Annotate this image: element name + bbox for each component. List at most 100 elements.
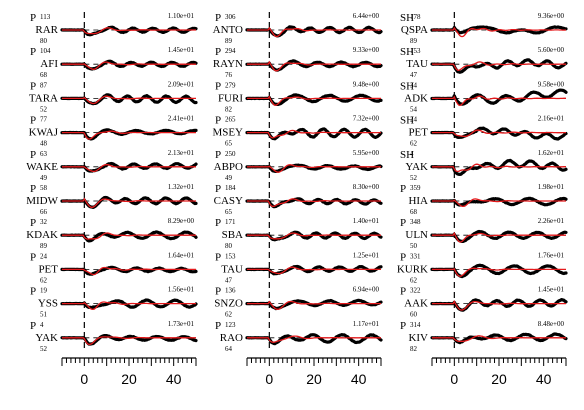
- synthetic-waveform: [62, 61, 196, 70]
- trace-distance: 76: [225, 71, 233, 79]
- trace-azimuth: 171: [225, 218, 236, 226]
- trace-phase-label: SH: [400, 149, 414, 161]
- trace-station-label: KWAJ: [29, 127, 59, 139]
- trace-azimuth: 153: [225, 252, 236, 260]
- trace-distance: 49: [225, 174, 233, 182]
- trace-amplitude: 1.40e+01: [353, 217, 380, 225]
- trace-amplitude: 9.48e+00: [353, 80, 380, 88]
- trace-station-label: RAR: [35, 24, 58, 36]
- observed-waveform: [245, 230, 383, 242]
- trace-amplitude: 6.94e+00: [353, 286, 380, 294]
- trace-phase-label: P: [30, 251, 36, 263]
- synthetic-waveform: [247, 300, 381, 310]
- trace-distance: 49: [40, 174, 48, 182]
- trace-amplitude: 2.16e+01: [538, 115, 565, 123]
- trace-phase-label: SH: [400, 46, 414, 58]
- trace-phase-label: SH: [400, 115, 414, 127]
- observed-waveform: [430, 263, 568, 279]
- trace-phase-label: P: [215, 12, 221, 24]
- synthetic-waveform: [432, 231, 566, 243]
- trace-distance: 64: [225, 345, 233, 353]
- observed-waveform: [60, 25, 198, 37]
- x-tick-label: 0: [265, 371, 273, 387]
- synthetic-waveform: [62, 95, 196, 105]
- x-tick-label: 20: [121, 371, 137, 387]
- trace-station-label: WAKE: [26, 161, 58, 173]
- trace-phase-label: P: [215, 320, 221, 332]
- trace-azimuth: 24: [40, 252, 48, 260]
- trace-amplitude: 1.73e+01: [168, 320, 195, 328]
- trace-station-label: YAK: [35, 332, 58, 344]
- observed-waveform: [245, 59, 383, 72]
- trace-amplitude: 2.26e+01: [538, 217, 565, 225]
- trace-azimuth: 184: [225, 184, 236, 192]
- observed-waveform: [430, 58, 568, 74]
- trace-amplitude: 8.29e+00: [168, 217, 195, 225]
- trace-amplitude: 9.58e+00: [538, 80, 565, 88]
- trace-distance: 48: [40, 140, 48, 148]
- synthetic-waveform: [62, 266, 196, 276]
- synthetic-waveform: [432, 335, 566, 343]
- trace-distance: 89: [225, 37, 233, 45]
- trace-distance: 52: [40, 105, 48, 113]
- trace-station-label: ULN: [405, 229, 428, 241]
- trace-amplitude: 1.76e+01: [538, 251, 565, 259]
- trace-distance: 65: [225, 208, 233, 216]
- trace-distance: 51: [40, 311, 48, 319]
- trace-amplitude: 2.09e+01: [168, 80, 195, 88]
- trace-distance: 89: [410, 37, 418, 45]
- trace-amplitude: 8.48e+00: [538, 320, 565, 328]
- synthetic-waveform: [432, 26, 567, 38]
- observed-waveform: [430, 229, 568, 243]
- trace-distance: 62: [225, 311, 233, 319]
- trace-amplitude: 2.13e+01: [168, 149, 195, 157]
- synthetic-waveform: [247, 198, 381, 208]
- synthetic-waveform: [247, 129, 381, 139]
- trace-station-label: ANTO: [213, 24, 243, 36]
- x-tick-label: 40: [166, 371, 182, 387]
- trace-amplitude: 2.41e+01: [168, 115, 195, 123]
- synthetic-waveform: [62, 163, 196, 173]
- observed-waveform: [430, 126, 568, 141]
- trace-station-label: YSS: [38, 298, 58, 310]
- synthetic-waveform: [62, 27, 196, 35]
- trace-azimuth: 113: [40, 13, 51, 21]
- trace-station-label: KURK: [397, 263, 428, 275]
- trace-phase-label: SH: [400, 12, 414, 24]
- synthetic-waveform: [432, 198, 566, 208]
- trace-amplitude: 1.32e+01: [168, 183, 195, 191]
- trace-azimuth: 153: [410, 47, 421, 55]
- synthetic-waveform: [432, 267, 566, 277]
- x-tick-label: 0: [450, 371, 458, 387]
- trace-phase-label: P: [215, 80, 221, 92]
- trace-distance: 82: [410, 345, 418, 353]
- trace-amplitude: 1.64e+01: [168, 251, 195, 259]
- synthetic-waveform: [247, 335, 381, 343]
- trace-amplitude: 1.10e+01: [168, 12, 195, 20]
- trace-amplitude: 1.98e+01: [538, 183, 565, 191]
- trace-phase-label: P: [30, 286, 36, 298]
- trace-distance: 80: [40, 37, 48, 45]
- trace-station-label: YAK: [405, 161, 428, 173]
- synthetic-waveform: [432, 163, 566, 173]
- trace-azimuth: 331: [410, 252, 421, 260]
- trace-station-label: HIA: [408, 195, 428, 207]
- trace-azimuth: 348: [410, 218, 421, 226]
- observed-waveform: [60, 230, 198, 243]
- trace-station-label: PET: [408, 127, 428, 139]
- trace-amplitude: 9.33e+00: [353, 46, 380, 54]
- synthetic-waveform: [247, 60, 381, 72]
- trace-phase-label: P: [215, 286, 221, 298]
- synthetic-waveform: [432, 61, 566, 71]
- trace-azimuth: 77: [40, 116, 48, 124]
- x-tick-label: 40: [351, 371, 367, 387]
- trace-phase-label: P: [215, 251, 221, 263]
- trace-azimuth: 314: [410, 321, 421, 329]
- trace-phase-label: P: [215, 46, 221, 58]
- trace-phase-label: P: [30, 12, 36, 24]
- trace-amplitude: 9.36e+00: [538, 12, 565, 20]
- trace-station-label: QSPA: [401, 24, 428, 36]
- trace-distance: 52: [40, 345, 48, 353]
- trace-phase-label: P: [400, 183, 406, 195]
